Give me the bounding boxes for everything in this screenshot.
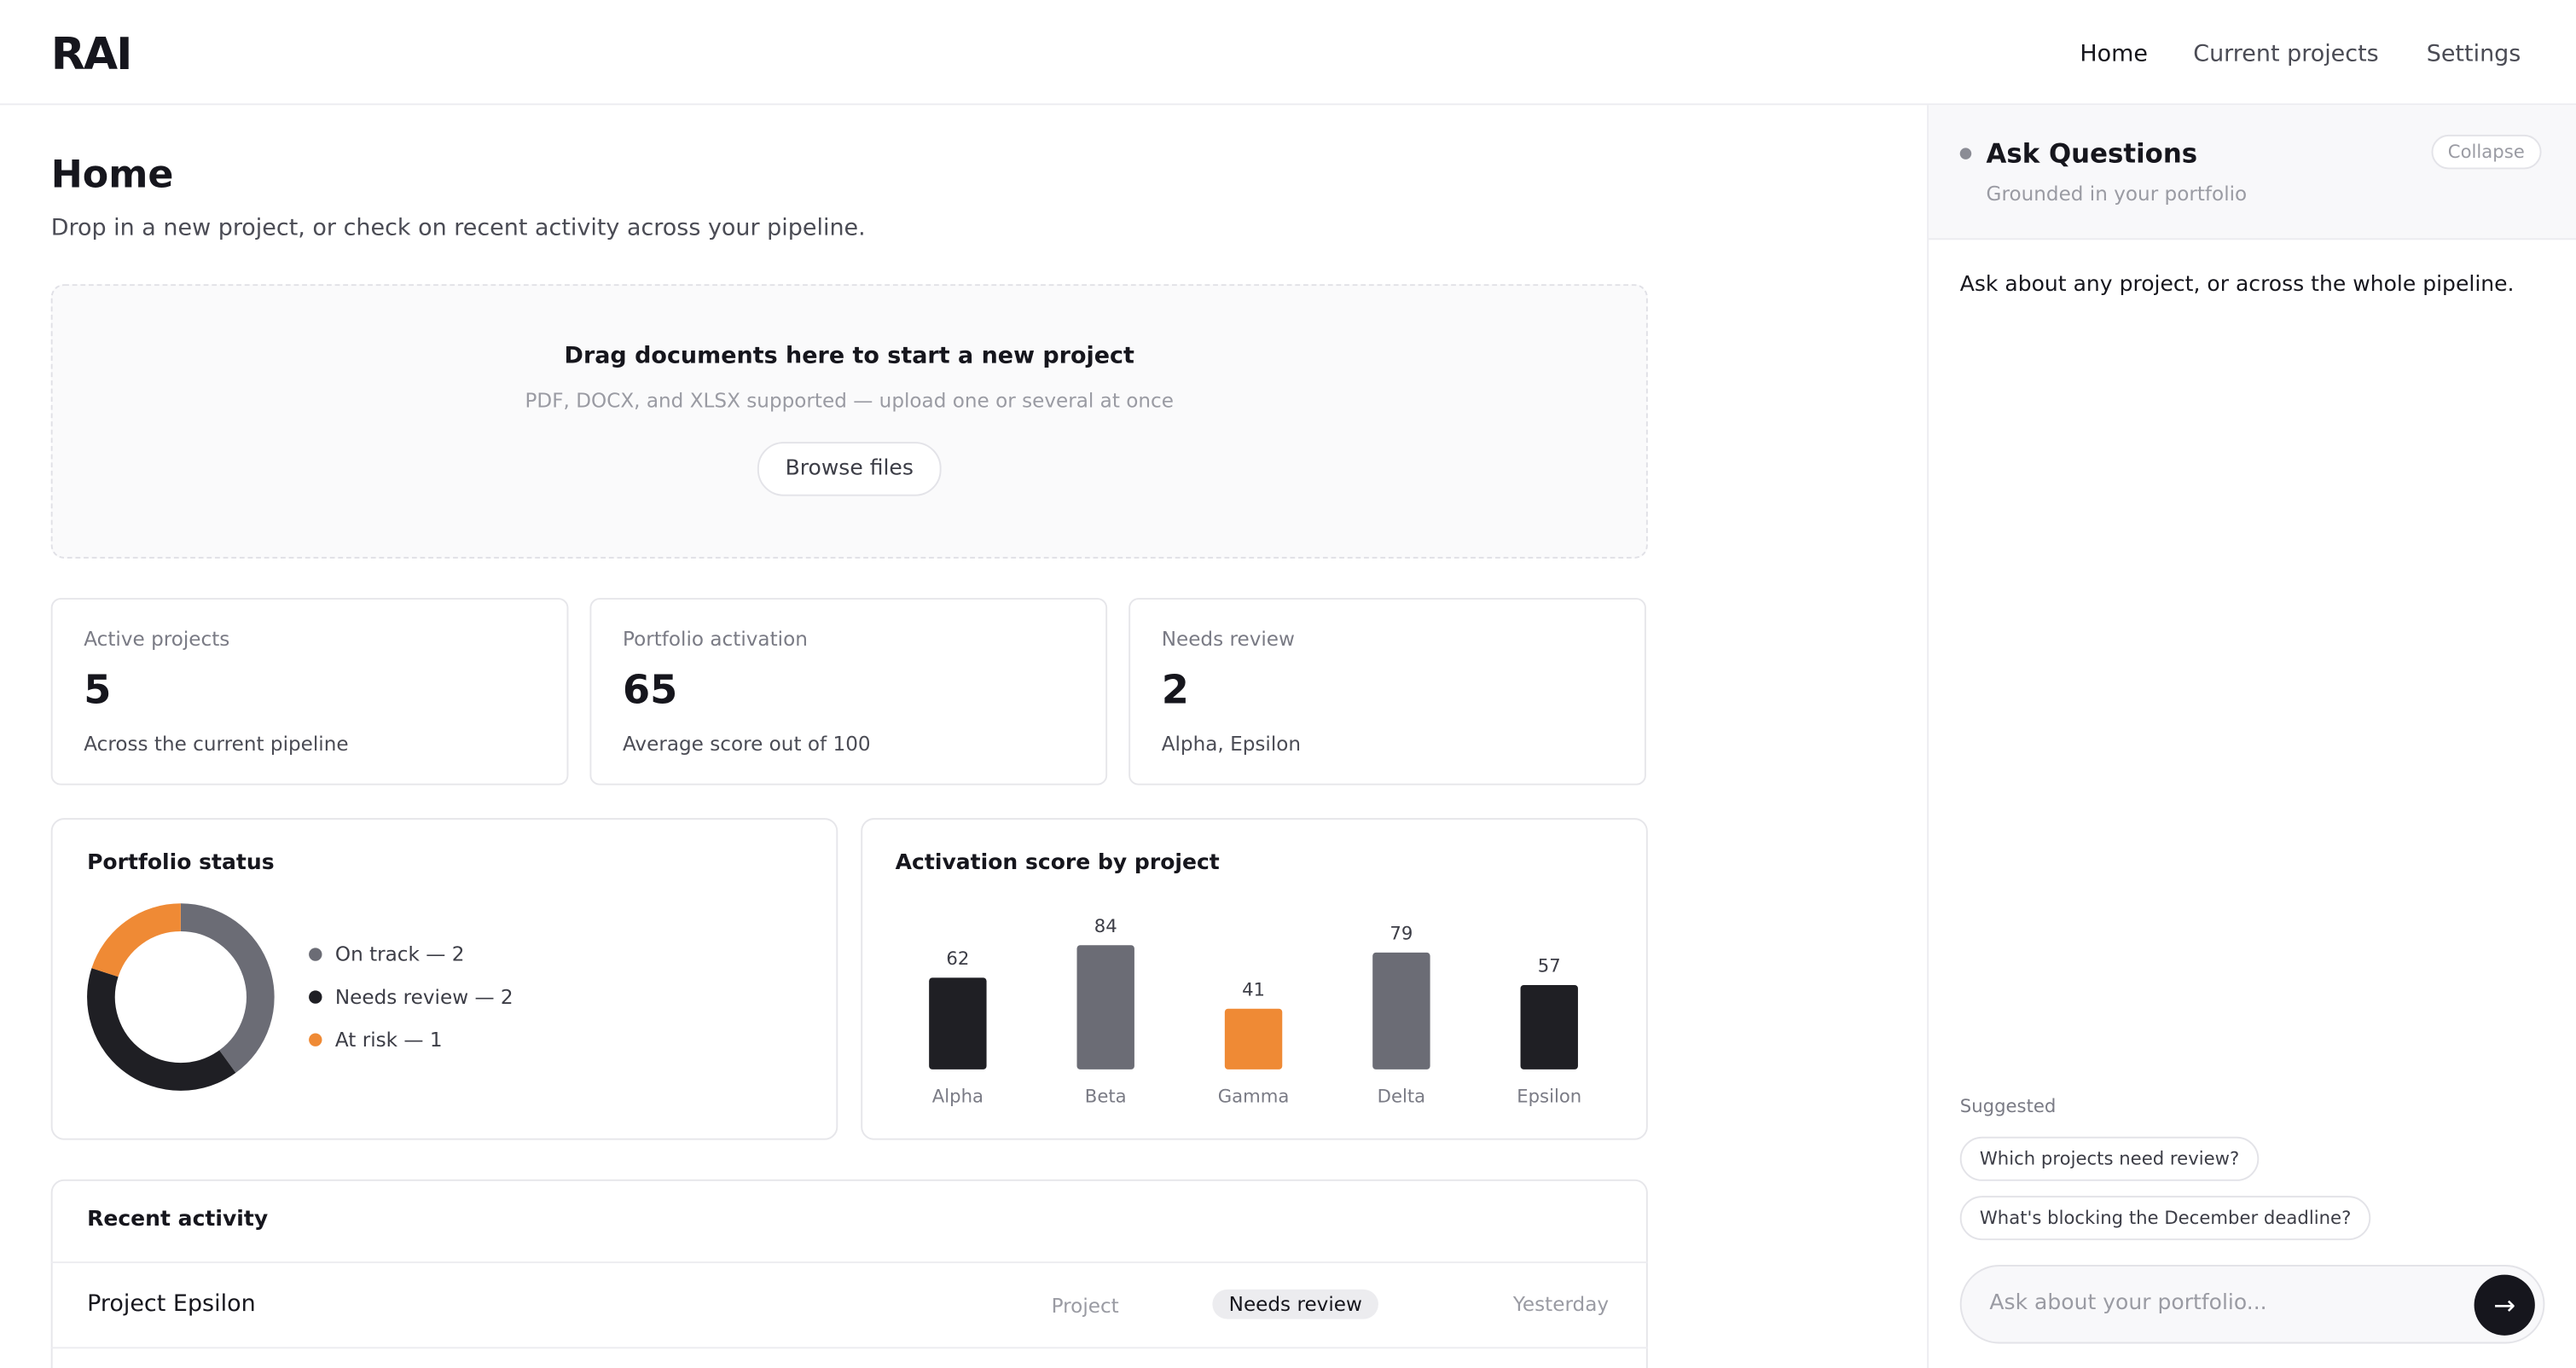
legend-swatch [309, 990, 322, 1004]
panel-subtitle: Grounded in your portfolio [1986, 182, 2248, 206]
stat-card [589, 598, 1108, 785]
status-dot [1959, 148, 1972, 159]
logo[interactable]: RAI [50, 29, 133, 81]
bar [1076, 945, 1134, 1069]
section-title: Recent activity [87, 1207, 269, 1232]
legend-label: At risk — 1 [335, 1029, 443, 1052]
chat-input[interactable] [1959, 1265, 2545, 1344]
stat-label: Needs review [1161, 627, 1295, 651]
nav-link[interactable]: Home [2080, 41, 2148, 67]
stat-value: 5 [84, 666, 112, 713]
dropzone[interactable] [50, 284, 1648, 559]
donut-chart: On track — 2 Needs review — 2 At risk — 1 [87, 903, 513, 1091]
stat-label: Portfolio activation [622, 627, 808, 651]
panel-title: Ask Questions [1986, 137, 2198, 170]
suggested-label: Suggested [1959, 1095, 2057, 1117]
donut-segment [91, 903, 182, 977]
ask-panel [1927, 105, 2576, 1368]
status-badge: Needs review [1212, 1289, 1379, 1319]
top-bar [0, 0, 2576, 106]
value-label: 79 [1390, 922, 1413, 943]
stat-label: Active projects [84, 627, 230, 651]
legend-swatch [309, 1033, 322, 1046]
suggestion-chip[interactable]: Which projects need review? [1959, 1136, 2260, 1181]
bar-chart: 62 Alpha 84 Beta 41 Gamma 79 Delta 57 Epsilon [929, 915, 1581, 1106]
value-label: 41 [1242, 978, 1265, 1000]
panel-intro: Ask about any project, or across the who… [1959, 272, 2515, 298]
browse-button[interactable]: Browse files [757, 442, 942, 496]
page-title: Home [50, 154, 174, 198]
stat-value: 65 [622, 666, 678, 713]
suggestion-chip[interactable]: What's blocking the December deadline? [1959, 1196, 2371, 1241]
legend-label: On track — 2 [335, 944, 465, 966]
value-label: 84 [1094, 915, 1117, 936]
legend-label: Needs review — 2 [335, 987, 513, 1009]
nav-link[interactable]: Settings [2426, 41, 2521, 67]
stat-note: Average score out of 100 [622, 733, 871, 756]
bar [1520, 985, 1578, 1069]
bar [929, 977, 987, 1069]
value-label: 57 [1538, 955, 1561, 977]
activity-type: Project [1051, 1294, 1119, 1318]
donut-segment [87, 968, 236, 1091]
dropzone-hint: PDF, DOCX, and XLSX supported — upload o… [525, 389, 1174, 413]
bar-card [861, 818, 1648, 1140]
legend-swatch [309, 948, 322, 961]
stat-note: Across the current pipeline [84, 733, 349, 756]
input-placeholder: Ask about your portfolio... [1989, 1290, 2267, 1316]
collapse-button[interactable]: Collapse [2431, 134, 2542, 170]
activity-date: Yesterday [1512, 1292, 1610, 1316]
x-tick-label: Alpha [932, 1085, 983, 1106]
divider [50, 1261, 1648, 1264]
chart-title: Activation score by project [895, 850, 1220, 876]
stat-card [50, 598, 569, 785]
bar [1372, 952, 1430, 1069]
donut-segment [180, 903, 275, 1073]
x-tick-label: Beta [1085, 1085, 1127, 1106]
divider [50, 1347, 1648, 1349]
stat-value: 2 [1161, 666, 1189, 713]
activity-name[interactable]: Project Epsilon [87, 1290, 256, 1318]
ask-header [1929, 105, 2576, 241]
send-button[interactable]: → [2474, 1274, 2535, 1336]
activity-card [50, 1179, 1648, 1368]
stat-note: Alpha, Epsilon [1161, 733, 1302, 756]
x-tick-label: Gamma [1218, 1085, 1290, 1106]
dropzone-title: Drag documents here to start a new proje… [564, 343, 1134, 370]
stat-card [1128, 598, 1646, 785]
x-tick-label: Epsilon [1517, 1085, 1581, 1106]
page-subtitle: Drop in a new project, or check on recen… [50, 215, 866, 242]
chart-title: Portfolio status [87, 850, 275, 876]
x-tick-label: Delta [1378, 1085, 1426, 1106]
value-label: 62 [946, 948, 969, 969]
nav-link[interactable]: Current projects [2193, 41, 2379, 67]
bar [1224, 1008, 1283, 1069]
